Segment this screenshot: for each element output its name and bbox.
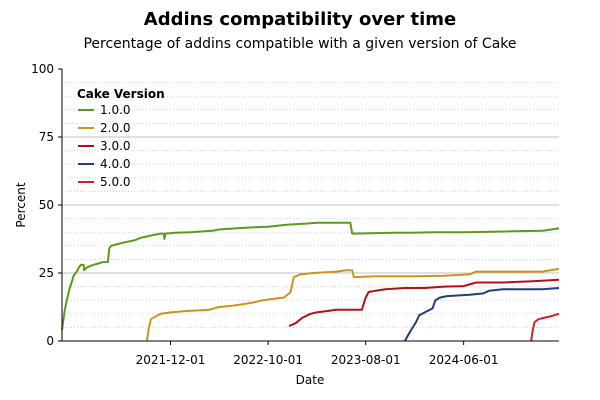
legend-entry: 4.0.0 (100, 157, 131, 171)
legend-entry: 2.0.0 (100, 121, 131, 135)
y-tick-label: 25 (39, 266, 54, 280)
x-tick-label: 2023-08-01 (331, 353, 401, 367)
legend-entry: 3.0.0 (100, 139, 131, 153)
x-axis: 2021-12-01 2022-10-01 2023-08-01 2024-06-01 (136, 341, 499, 367)
y-tick-label: 50 (39, 198, 54, 212)
legend: Cake Version 1.0.0 2.0.0 3.0.0 4.0.0 5.0.0 (77, 87, 165, 189)
series-lines (61, 221, 560, 342)
y-axis: 0 25 50 75 100 (31, 62, 62, 348)
grid-lines (62, 82, 559, 328)
x-tick-label: 2024-06-01 (429, 353, 499, 367)
x-tick-label: 2022-10-01 (233, 353, 303, 367)
series-line-4-0-0 (404, 287, 560, 342)
series-line-5-0-0 (530, 312, 560, 342)
x-tick-label: 2021-12-01 (136, 353, 206, 367)
legend-entry: 5.0.0 (100, 175, 131, 189)
y-tick-label: 100 (31, 62, 54, 76)
y-axis-label: Percent (14, 182, 28, 227)
legend-title: Cake Version (77, 87, 165, 101)
chart-subtitle: Percentage of addins compatible with a g… (83, 36, 517, 52)
y-tick-label: 75 (39, 130, 54, 144)
series-line-2-0-0 (145, 267, 560, 342)
chart-title: Addins compatibility over time (143, 9, 457, 30)
series-line-3-0-0 (288, 278, 560, 327)
y-tick-label: 0 (46, 334, 54, 348)
legend-entry: 1.0.0 (100, 103, 131, 117)
series-line-1-0-0 (61, 221, 560, 331)
x-axis-label: Date (296, 373, 325, 387)
